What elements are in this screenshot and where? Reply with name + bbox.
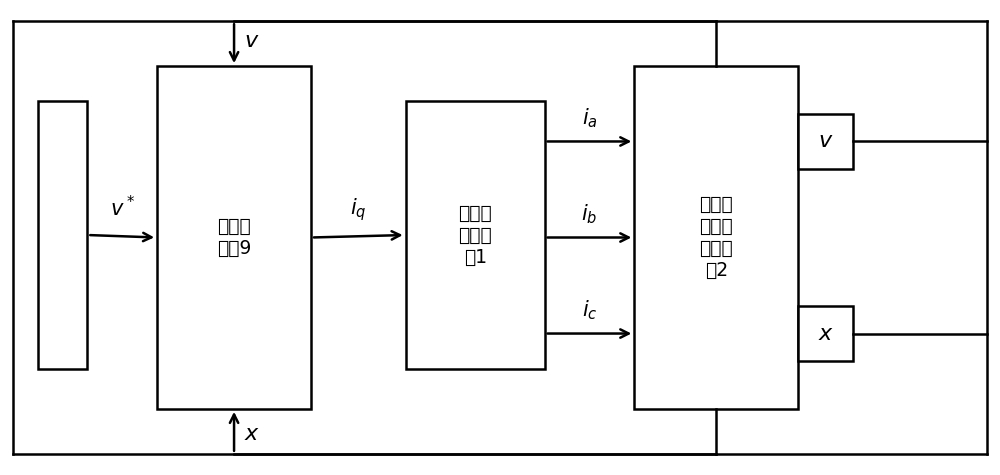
FancyBboxPatch shape — [798, 114, 853, 169]
FancyBboxPatch shape — [38, 101, 87, 369]
FancyBboxPatch shape — [634, 66, 798, 409]
FancyBboxPatch shape — [798, 306, 853, 361]
Text: $v$: $v$ — [244, 31, 259, 51]
Text: $i_a$: $i_a$ — [582, 106, 597, 130]
Text: $v$: $v$ — [818, 132, 833, 152]
Text: $v^*$: $v^*$ — [110, 195, 135, 220]
FancyBboxPatch shape — [406, 101, 545, 369]
Text: 速度控
制器9: 速度控 制器9 — [217, 217, 251, 258]
Text: $i_b$: $i_b$ — [581, 202, 598, 226]
Text: $i_c$: $i_c$ — [582, 298, 597, 322]
Text: 复合逆
变器模
块1: 复合逆 变器模 块1 — [458, 203, 492, 266]
FancyBboxPatch shape — [157, 66, 311, 409]
Text: $i_q$: $i_q$ — [350, 196, 367, 223]
Text: $x$: $x$ — [244, 424, 260, 444]
Text: 混合电
磁主动
悬架系
统2: 混合电 磁主动 悬架系 统2 — [699, 195, 733, 280]
Text: $x$: $x$ — [818, 323, 834, 343]
